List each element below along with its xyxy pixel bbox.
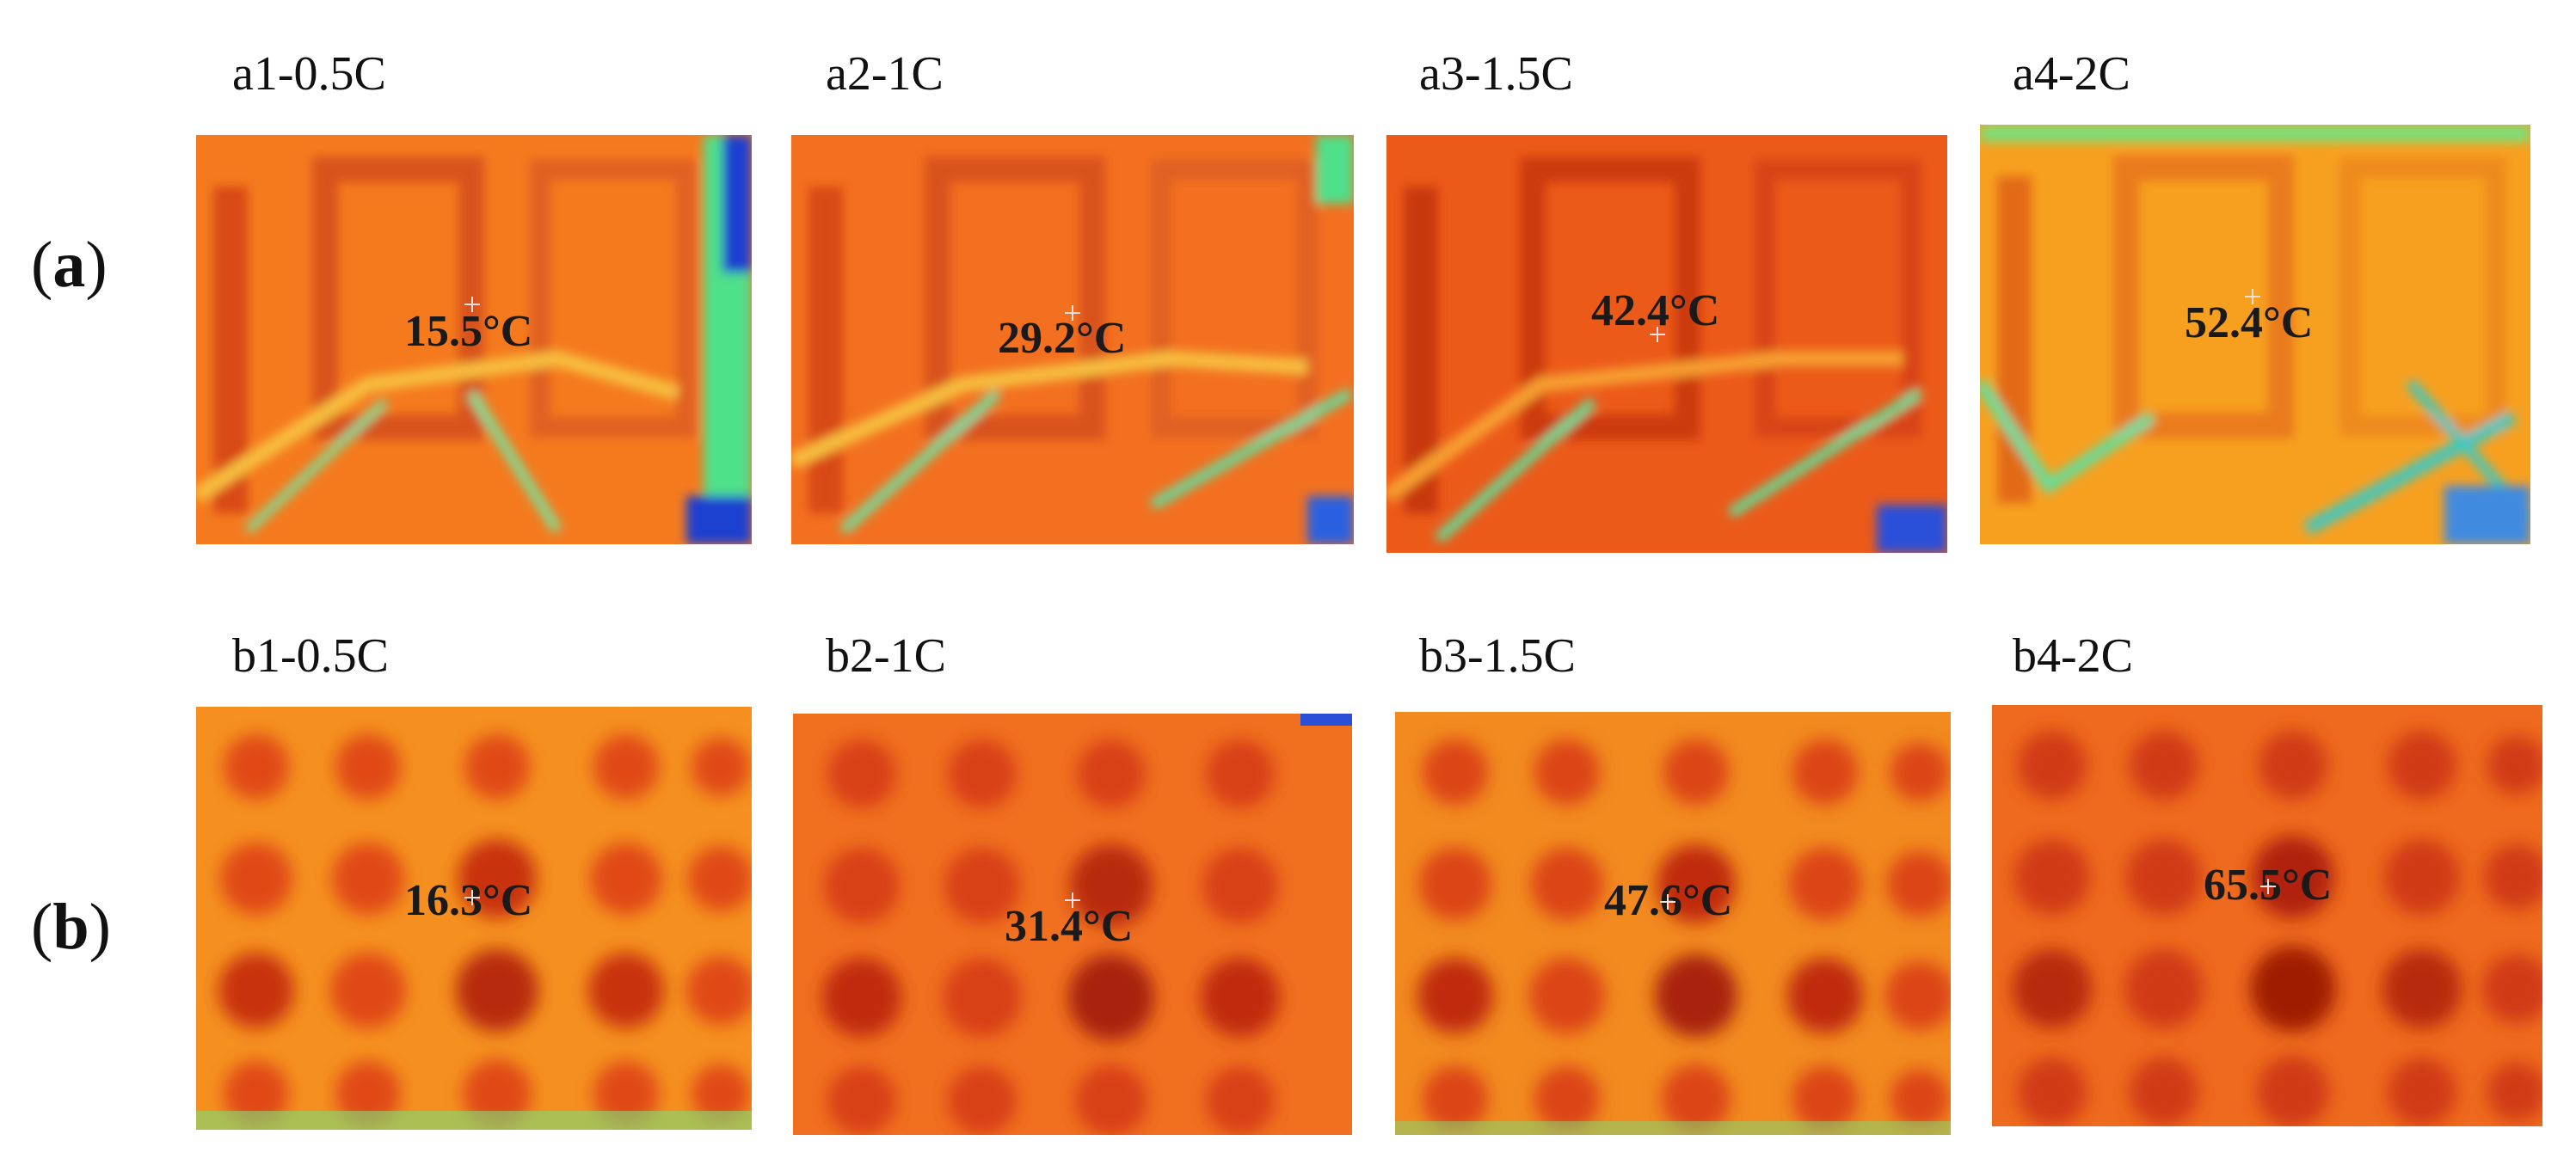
row-label-a: (a) (31, 229, 108, 301)
panel-title: a2-1C (826, 47, 944, 101)
thermal-image-a2 (791, 135, 1354, 544)
row-label-b: (b) (31, 891, 111, 963)
panel-title: b2-1C (826, 629, 946, 683)
temperature-label: 15.5°C (404, 307, 533, 356)
temperature-label: 29.2°C (998, 314, 1127, 363)
temperature-label: 52.4°C (2185, 298, 2314, 347)
crosshair-icon (1065, 892, 1080, 908)
thermal-image-b3 (1395, 712, 1951, 1135)
thermal-image-b4 (1992, 705, 2542, 1126)
crosshair-icon (1650, 327, 1665, 342)
panel-title: a4-2C (2013, 47, 2130, 101)
crosshair-icon (1660, 894, 1675, 910)
temperature-label: 16.3°C (404, 876, 533, 925)
panel-title: b4-2C (2013, 629, 2133, 683)
temperature-label: 42.4°C (1591, 286, 1720, 335)
panel-title: a1-0.5C (232, 47, 386, 101)
thermal-image-a3 (1386, 135, 1947, 553)
crosshair-icon (1065, 305, 1080, 321)
panel-title: b3-1.5C (1419, 629, 1576, 683)
thermal-image-b1 (196, 707, 752, 1130)
thermal-image-b2 (793, 714, 1352, 1135)
crosshair-icon (2260, 879, 2276, 894)
panel-title: b1-0.5C (232, 629, 389, 683)
temperature-label: 31.4°C (1005, 902, 1134, 951)
thermal-image-a4 (1980, 125, 2530, 544)
thermal-image-a1 (196, 135, 752, 544)
crosshair-icon (2245, 289, 2260, 304)
crosshair-icon (464, 890, 480, 905)
crosshair-icon (464, 297, 480, 312)
panel-title: a3-1.5C (1419, 47, 1573, 101)
